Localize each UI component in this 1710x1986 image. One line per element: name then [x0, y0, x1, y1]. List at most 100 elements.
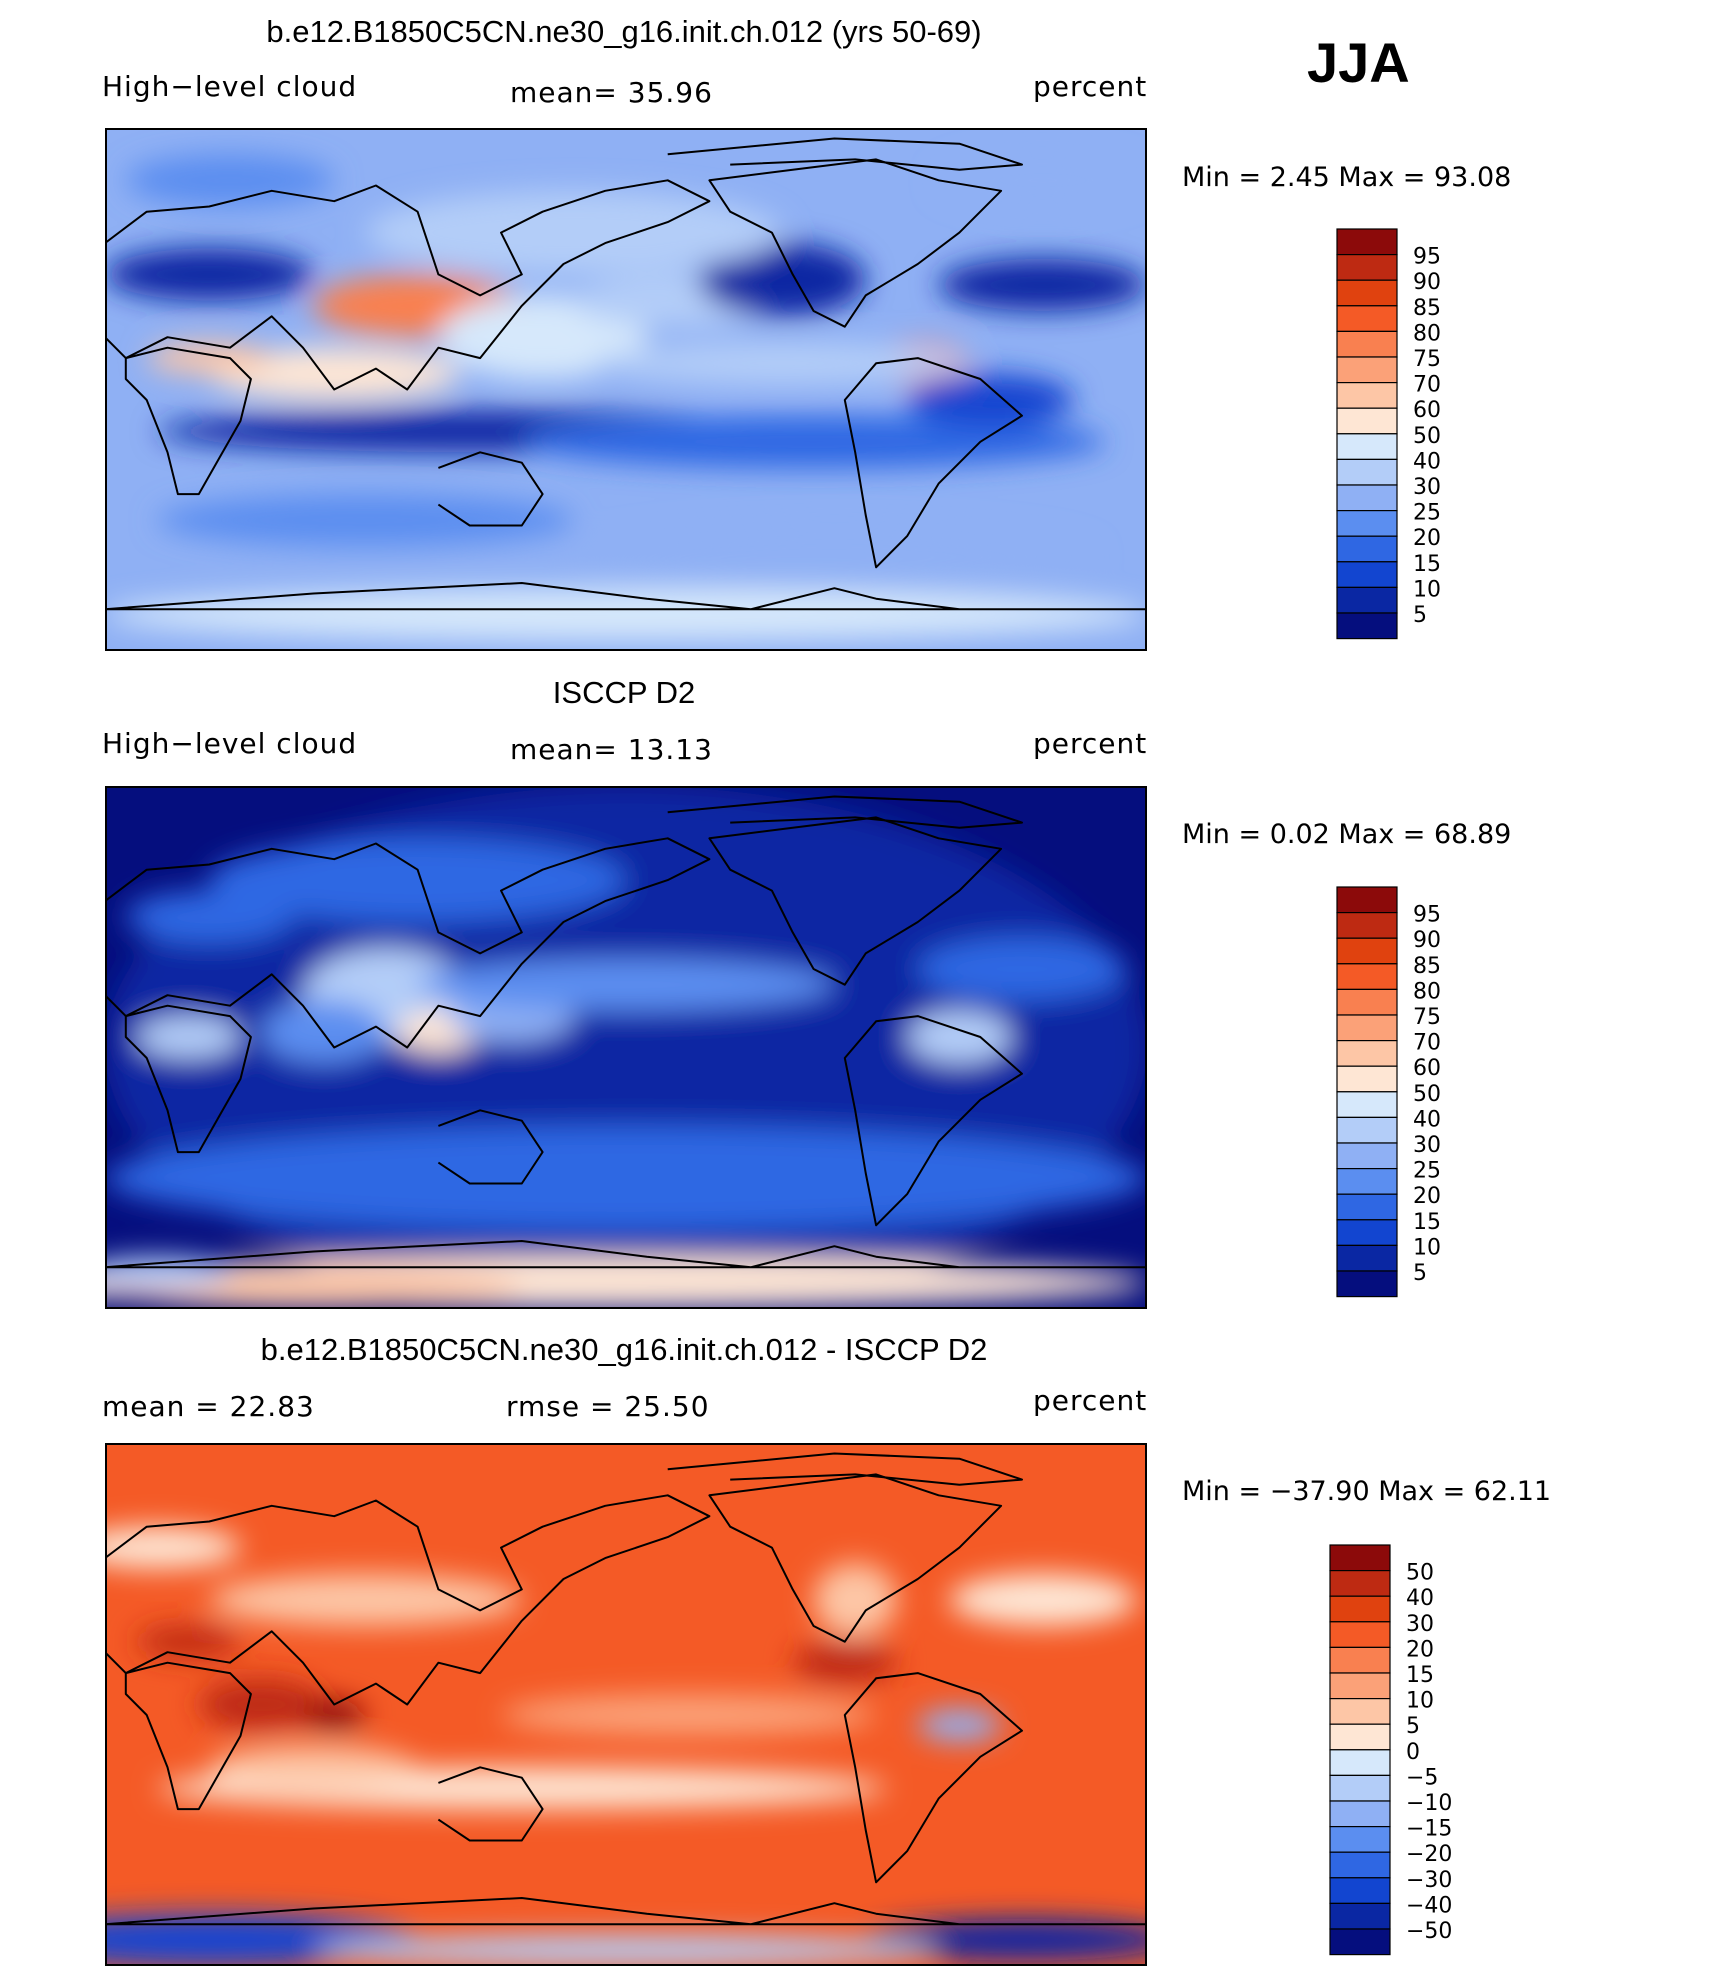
- colorbar-tick-label: 70: [1413, 373, 1441, 398]
- colorbar-tick-label: 95: [1413, 903, 1441, 928]
- colorbar-tick-label: 80: [1413, 979, 1441, 1004]
- colorbar-tick-label: 40: [1413, 1107, 1441, 1132]
- colorbar-tick-label: 10: [1413, 577, 1441, 602]
- field-contour: [209, 1573, 522, 1627]
- colorbar-swatch: [1336, 228, 1398, 256]
- field-contour: [136, 1016, 241, 1058]
- panel2-variable-label: High−level cloud: [102, 727, 358, 760]
- colorbar-swatch: [1329, 1928, 1391, 1956]
- colorbar-swatch: [1336, 1065, 1398, 1093]
- panel3-rmse-label: rmse = 25.50: [506, 1390, 710, 1423]
- colorbar-tick-label: 50: [1413, 424, 1441, 449]
- coastline: [843, 1672, 1023, 1884]
- coastline: [437, 451, 544, 527]
- panel2-map: [105, 786, 1147, 1309]
- coastline: [105, 837, 711, 1049]
- colorbar-swatch: [1329, 1698, 1391, 1725]
- field-contour: [209, 347, 460, 400]
- colorbar-swatch: [1329, 1877, 1391, 1904]
- colorbar-tick-label: 15: [1413, 1210, 1441, 1235]
- colorbar-swatch: [1336, 510, 1398, 537]
- colorbar-tick-label: 20: [1406, 1637, 1434, 1662]
- panel3-map: [105, 1443, 1147, 1966]
- field-contour: [105, 248, 314, 301]
- colorbar-swatch: [1336, 1193, 1398, 1221]
- field-contour: [209, 1746, 418, 1789]
- colorbar-swatch: [1336, 305, 1398, 333]
- season-label: JJA: [1307, 31, 1410, 94]
- colorbar-swatch: [1329, 1800, 1391, 1828]
- colorbar-swatch: [1329, 1544, 1391, 1572]
- map-frame: [105, 128, 1147, 651]
- coastline: [124, 346, 252, 496]
- coastline: [437, 1109, 544, 1185]
- colorbar-tick-label: 10: [1413, 1235, 1441, 1260]
- coastline: [105, 1494, 711, 1706]
- colorbar-swatch: [1329, 1595, 1391, 1623]
- colorbar-tick-label: 5: [1413, 603, 1427, 628]
- colorbar-swatch: [1329, 1749, 1391, 1777]
- coastline: [105, 179, 711, 391]
- colorbar-tick-label: −10: [1406, 1791, 1452, 1816]
- colorbar-swatch: [1336, 1091, 1398, 1119]
- coastline: [667, 795, 1023, 829]
- field-contour: [917, 1709, 1002, 1742]
- colorbar-swatch: [1336, 912, 1398, 939]
- colorbar-tick-label: 25: [1413, 501, 1441, 526]
- colorbar-swatch: [1329, 1774, 1391, 1802]
- colorbar-tick-label: 40: [1413, 449, 1441, 474]
- panel3-minmax: Min = −37.90 Max = 62.11: [1182, 1476, 1552, 1507]
- field-contour: [313, 1934, 939, 1966]
- field-contour: [813, 1563, 897, 1637]
- colorbar-tick-label: −5: [1406, 1765, 1438, 1790]
- colorbar-tick-label: 75: [1413, 347, 1441, 372]
- colorbar-swatch: [1336, 484, 1398, 512]
- coastline: [843, 1015, 1023, 1227]
- colorbar-tick-label: −50: [1406, 1919, 1452, 1944]
- colorbar-swatch: [1336, 330, 1398, 358]
- field-contour: [573, 525, 1095, 589]
- colorbar-tick-label: 30: [1406, 1612, 1434, 1637]
- colorbar-tick-label: 15: [1406, 1663, 1434, 1688]
- field-contour: [125, 890, 293, 943]
- field-contour: [136, 1626, 241, 1658]
- panel2-minmax: Min = 0.02 Max = 68.89: [1182, 819, 1512, 850]
- panel2-mean-label: mean= 13.13: [510, 733, 713, 766]
- coastline: [437, 1766, 544, 1842]
- colorbar-swatch: [1336, 382, 1398, 409]
- field-contour: [792, 1641, 897, 1684]
- colorbar-swatch: [1336, 407, 1398, 435]
- field-contour: [261, 1000, 387, 1064]
- coastline: [124, 1661, 252, 1811]
- colorbar-tick-label: 5: [1406, 1714, 1420, 1739]
- coastline: [843, 357, 1023, 569]
- colorbar-tick-label: 50: [1413, 1082, 1441, 1107]
- panel2-units-label: percent: [1033, 727, 1148, 760]
- field-contour: [105, 1125, 1147, 1231]
- panel1-minmax: Min = 2.45 Max = 93.08: [1182, 162, 1512, 193]
- colorbar-tick-label: 85: [1413, 296, 1441, 321]
- colorbar-swatch: [1336, 1168, 1398, 1195]
- colorbar-swatch: [1329, 1672, 1391, 1700]
- field-contour: [907, 373, 1075, 427]
- colorbar-tick-label: 5: [1413, 1261, 1427, 1286]
- colorbar-tick-label: 90: [1413, 928, 1441, 953]
- colorbar-tick-label: 70: [1413, 1031, 1441, 1056]
- colorbar-tick-label: 30: [1413, 475, 1441, 500]
- colorbar-swatch: [1336, 535, 1398, 563]
- colorbar-swatch: [1336, 886, 1398, 914]
- coastline: [105, 582, 1147, 611]
- colorbar-swatch: [1336, 254, 1398, 281]
- panel2-title: ISCCP D2: [552, 675, 696, 710]
- field-contour: [521, 415, 1106, 468]
- coastline: [105, 1897, 1147, 1926]
- field-contour: [198, 1678, 324, 1731]
- colorbar-tick-label: 90: [1413, 270, 1441, 295]
- colorbar-swatch: [1329, 1570, 1391, 1597]
- colorbar-tick-label: 95: [1413, 245, 1441, 270]
- field-contour: [594, 342, 970, 385]
- colorbar-tick-label: 60: [1413, 1056, 1441, 1081]
- colorbar-swatch: [1336, 433, 1398, 461]
- colorbar-swatch: [1336, 963, 1398, 991]
